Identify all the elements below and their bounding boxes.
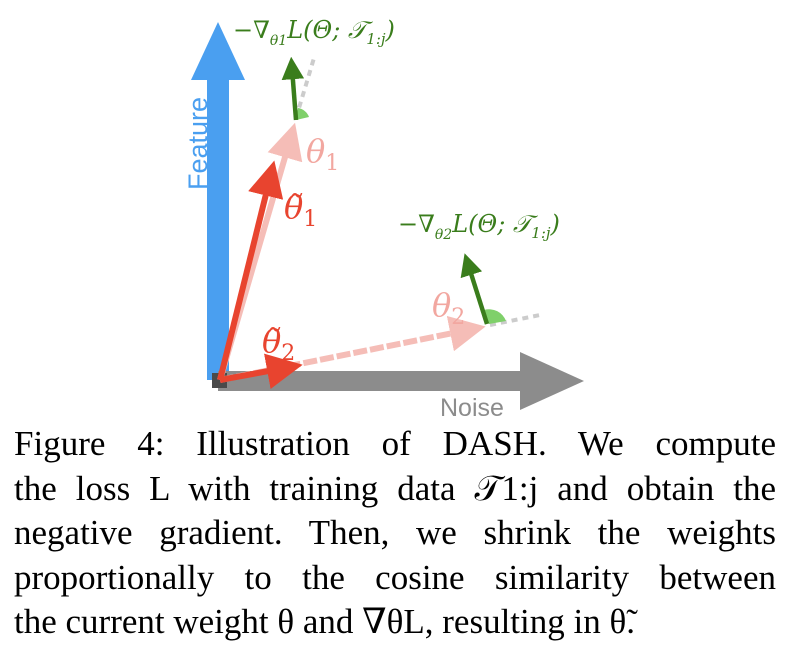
theta2-extension [489,313,541,327]
theta2-label: θ2 [432,286,465,330]
caption-line-3: negative gradient. Then, we shrink the w… [14,513,776,552]
theta1-tilde-vector [217,160,284,381]
theta2-tilde-vector [219,353,303,389]
dash-illustration: Feature Noise θ1 θ̃1 θ2 θ̃2 −∇θ1L(Θ; 𝒯1:… [183,16,584,422]
theta1-tilde-label: θ̃1 [284,188,317,232]
figure-caption: Figure 4: Illustration of DASH. We compu… [14,422,776,645]
caption-line-1: Figure 4: Illustration of DASH. We compu… [14,424,776,463]
caption-line-4: proportionally to the cosine similarity … [14,557,776,597]
theta2-tilde-label: θ̃2 [262,322,295,366]
feature-axis [191,22,245,380]
theta1-label: θ1 [306,132,339,176]
gradient-2-label: −∇θ2L(Θ; 𝒯1:j) [398,210,560,243]
angle-wedge-1 [296,108,309,120]
caption-line-5: the current weight θ and ∇θL, resulting … [14,602,635,641]
feature-axis-label: Feature [183,97,213,190]
noise-axis [218,352,584,410]
angle-wedge-2 [484,309,506,324]
gradient-1-vector [281,56,305,121]
caption-line-2: the loss L with training data 𝒯1:j and o… [14,468,776,508]
gradient-2-vector [460,253,490,325]
gradient-1-label: −∇θ1L(Θ; 𝒯1:j) [233,16,395,49]
noise-axis-label: Noise [440,394,504,422]
